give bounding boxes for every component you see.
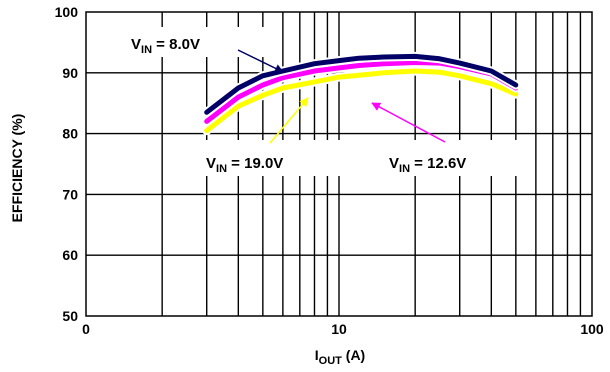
- annotation-label-2: VIN = 8.0V: [131, 36, 200, 56]
- annotation-label-rest: = 8.0V: [152, 36, 200, 53]
- x-axis-title: IOUT (A): [315, 347, 365, 367]
- series-line-0: [204, 68, 519, 134]
- y-tick-label: 70: [62, 186, 78, 202]
- y-tick-label: 50: [62, 308, 78, 324]
- annotation-box-2: [126, 27, 268, 57]
- x-tick-label: 0: [82, 321, 90, 337]
- x-tick-label: 100: [580, 321, 604, 337]
- x-axis-title-main: I: [315, 347, 319, 363]
- annotation-arrow-2: [237, 49, 284, 73]
- y-tick-label: 60: [62, 247, 78, 263]
- annotation-label-0: VIN = 19.0V: [206, 155, 283, 175]
- annotation-label-main: V: [131, 36, 141, 53]
- y-tick-label: 100: [55, 4, 79, 20]
- y-tick-label: 80: [62, 126, 78, 142]
- series-line-2: [204, 53, 519, 115]
- annotation-arrow-0: [269, 97, 309, 144]
- series-curves: [202, 51, 521, 136]
- annotation-label-sub: IN: [216, 163, 227, 175]
- annotation-box-0: [201, 140, 352, 176]
- annotation-label-main: V: [389, 155, 399, 172]
- x-axis-title-sub: OUT: [319, 355, 343, 367]
- x-tick-label: 10: [331, 321, 347, 337]
- annotation-label-rest: = 12.6V: [410, 155, 466, 172]
- y-axis-title: EFFICIENCY (%): [9, 114, 25, 223]
- annotation-label-1: VIN = 12.6V: [389, 155, 466, 175]
- annotation-label-rest: = 19.0V: [227, 155, 283, 172]
- x-axis-title-unit: (A): [342, 347, 365, 363]
- y-tick-label: 90: [62, 65, 78, 81]
- annotation-label-sub: IN: [399, 163, 410, 175]
- annotation-box-1: [384, 140, 534, 176]
- plot-frame: [85, 11, 593, 317]
- annotation-label-sub: IN: [141, 44, 152, 56]
- annotation-arrow-1: [371, 102, 446, 143]
- tick-labels: 50 60 70 80 90 100 0 10 100: [55, 4, 604, 337]
- annotation-label-main: V: [206, 155, 216, 172]
